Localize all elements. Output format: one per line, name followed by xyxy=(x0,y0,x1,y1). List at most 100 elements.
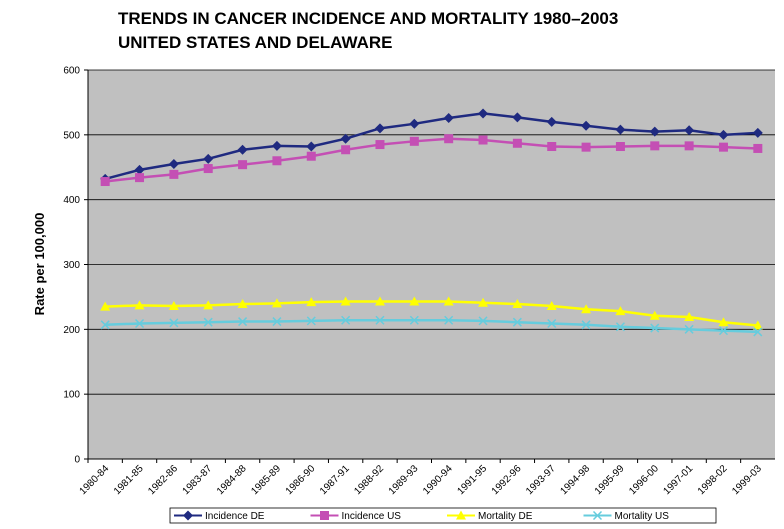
marker xyxy=(752,320,763,330)
x-tick-label: 1980-84 xyxy=(78,463,112,497)
marker xyxy=(592,510,603,521)
marker xyxy=(100,177,110,187)
marker xyxy=(478,108,489,119)
marker xyxy=(478,297,489,307)
marker xyxy=(375,315,385,325)
marker xyxy=(306,297,317,307)
marker xyxy=(306,141,317,152)
x-tick-label: 1998-02 xyxy=(696,463,730,497)
marker xyxy=(478,135,488,145)
marker xyxy=(169,169,179,179)
x-tick-label: 1987-91 xyxy=(318,463,352,497)
marker xyxy=(443,296,454,306)
y-axis-label: Rate per 100,000 xyxy=(32,213,47,316)
marker xyxy=(512,112,523,123)
marker xyxy=(237,299,248,309)
x-tick-label: 1994-98 xyxy=(558,463,592,497)
marker xyxy=(547,318,557,329)
x-tick-label: 1988-92 xyxy=(352,463,386,497)
marker xyxy=(478,316,488,326)
marker xyxy=(753,143,763,153)
series-line xyxy=(104,112,758,181)
chart-title: TRENDS IN CANCER INCIDENCE AND MORTALITY… xyxy=(118,9,618,28)
y-tick-label: 600 xyxy=(63,66,80,77)
marker xyxy=(718,317,729,327)
marker xyxy=(615,124,626,135)
marker xyxy=(444,315,454,325)
marker xyxy=(135,173,145,183)
legend-label: Incidence US xyxy=(342,511,402,522)
legend-label: Mortality DE xyxy=(478,511,533,522)
marker xyxy=(238,317,248,327)
marker xyxy=(374,123,385,134)
x-tick-label: 1982-86 xyxy=(146,463,180,497)
marker xyxy=(615,142,625,152)
legend-label: Incidence DE xyxy=(205,511,265,522)
marker xyxy=(237,144,248,155)
marker xyxy=(718,129,729,140)
marker xyxy=(134,164,145,175)
marker xyxy=(546,116,557,127)
marker xyxy=(753,327,763,337)
marker xyxy=(203,164,213,174)
marker xyxy=(512,317,522,327)
x-tick-label: 1995-99 xyxy=(593,463,627,497)
marker xyxy=(409,315,419,325)
marker xyxy=(306,151,316,161)
chart-subtitle: UNITED STATES AND DELAWARE xyxy=(118,33,393,52)
series-line xyxy=(105,319,758,334)
marker xyxy=(718,142,728,152)
y-tick-label: 0 xyxy=(74,455,80,466)
marker xyxy=(271,298,282,308)
marker xyxy=(409,118,420,129)
legend-label: Mortality US xyxy=(615,511,670,522)
series-line xyxy=(105,137,758,183)
marker xyxy=(456,510,466,520)
x-tick-label: 1993-97 xyxy=(524,463,558,497)
y-tick-label: 300 xyxy=(63,260,80,271)
x-tick-label: 1989-93 xyxy=(387,463,421,497)
marker xyxy=(374,296,385,306)
marker xyxy=(169,318,179,328)
marker xyxy=(168,159,179,170)
marker xyxy=(272,317,282,327)
marker xyxy=(581,304,592,314)
marker xyxy=(340,133,351,144)
marker xyxy=(183,510,193,521)
x-tick-label: 1999-03 xyxy=(730,463,764,497)
marker xyxy=(341,145,351,155)
series-line xyxy=(105,300,758,327)
marker xyxy=(684,312,695,322)
marker xyxy=(581,142,591,152)
marker xyxy=(512,299,523,309)
marker xyxy=(443,112,454,123)
marker xyxy=(168,300,179,310)
marker xyxy=(547,142,557,152)
x-tick-label: 1986-90 xyxy=(284,463,318,497)
y-tick-label: 100 xyxy=(63,390,80,401)
marker xyxy=(718,326,729,336)
marker xyxy=(684,324,694,334)
marker xyxy=(684,141,694,151)
x-tick-label: 1985-89 xyxy=(249,463,283,497)
marker xyxy=(581,320,591,330)
marker xyxy=(320,511,329,520)
marker xyxy=(512,138,522,148)
marker xyxy=(615,306,626,316)
y-tick-label: 200 xyxy=(63,325,80,336)
marker xyxy=(684,125,695,136)
marker xyxy=(272,156,282,166)
marker xyxy=(306,316,316,326)
marker xyxy=(375,140,385,150)
marker xyxy=(650,141,660,151)
legend-box xyxy=(169,507,717,524)
marker xyxy=(340,296,351,306)
marker xyxy=(649,310,660,320)
marker xyxy=(100,320,110,330)
marker xyxy=(203,153,214,164)
y-tick-label: 500 xyxy=(63,130,80,141)
marker xyxy=(271,140,282,151)
marker xyxy=(752,127,763,138)
marker xyxy=(341,315,351,325)
